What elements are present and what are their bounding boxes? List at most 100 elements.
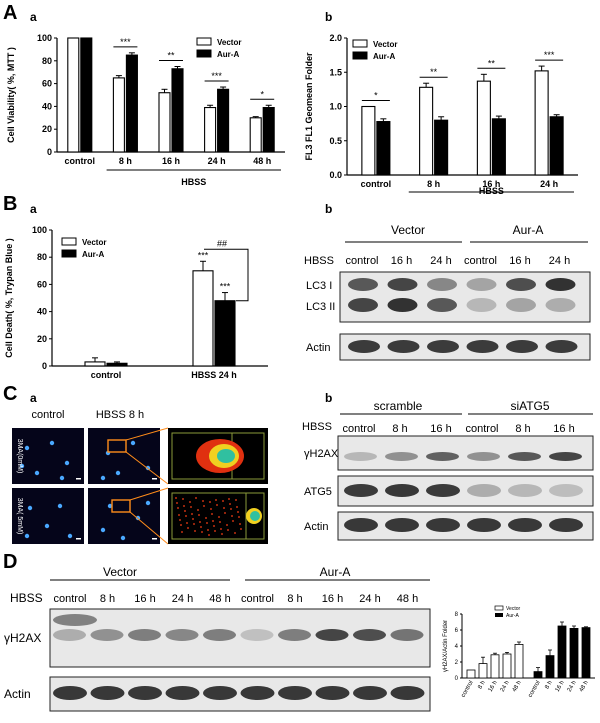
bar-aur-a (557, 625, 567, 679)
comet-tail-dot (201, 531, 203, 533)
band-lc3-ii (545, 298, 576, 312)
micro-row-label: 3MA(0mM) (16, 439, 23, 474)
band-actin (385, 518, 419, 532)
y-tick-label: 4 (455, 644, 459, 650)
y-tick-label: 80 (42, 56, 52, 66)
comet-tail-dot (190, 506, 192, 508)
group-label: scramble (374, 400, 423, 413)
comet-tail-dot (180, 524, 182, 526)
comet-tail-dot (231, 515, 233, 517)
comet-tail-dot (213, 525, 215, 527)
panel-sub-Ca: a (30, 391, 37, 405)
band-atg5 (385, 484, 419, 497)
comet-tail-dot (227, 529, 229, 531)
legend-swatch-vector (352, 39, 368, 48)
bar-vector (192, 270, 214, 367)
panel-sub-Cb: b (325, 391, 333, 405)
panel-letter-C: C (3, 383, 18, 405)
sig-stars: *** (544, 50, 555, 60)
lane-label: 8 h (287, 593, 302, 605)
legend-label-vector: Vector (373, 40, 397, 49)
comet-tail-dot (179, 519, 181, 521)
band-actin (203, 686, 237, 700)
zoom-line (125, 427, 169, 441)
band-actin (390, 686, 425, 700)
cell-nucleus (145, 500, 151, 506)
legend-swatch-aura (495, 613, 503, 617)
comet-tail-dot (214, 530, 216, 532)
cell-nucleus (27, 505, 33, 511)
y-axis-label: FL3 FL1 Geomean Folder (304, 52, 314, 161)
band-h2ax (353, 629, 386, 641)
zoom-line (125, 451, 169, 485)
legend-label-vector: Vector (217, 38, 241, 47)
comet-tail-dot (195, 497, 197, 499)
bar-aur-a (171, 68, 184, 153)
lane-label: 48 h (209, 593, 230, 605)
bar-vector (249, 117, 262, 153)
row-label-lc3-ii: LC3 II (306, 301, 335, 313)
cell-nucleus (64, 460, 70, 466)
zoom-line (129, 487, 169, 501)
x-tick-label: 24 h (500, 680, 511, 693)
scale-bar (152, 538, 157, 540)
cell-nucleus (130, 440, 136, 446)
band-actin (128, 686, 162, 700)
sig-stars: *** (198, 250, 209, 260)
comet-tail-dot (239, 523, 241, 525)
hbss-label: HBSS (304, 255, 334, 267)
comet-box (171, 492, 265, 540)
band-h2ax (426, 452, 459, 461)
lane-label: 16 h (391, 255, 412, 267)
x-tick-label: 24 h (540, 179, 558, 189)
y-axis-label: Cell Viability( %, MTT ) (6, 47, 16, 143)
lane-label: control (465, 423, 498, 435)
x-tick-label: 8 h (544, 680, 553, 690)
comet-tail-dot (218, 516, 220, 518)
x-tick-label: control (65, 156, 96, 166)
lane-label: control (464, 255, 497, 267)
x-tick-label: 8 h (119, 156, 132, 166)
x-tick-label: control (461, 680, 475, 699)
hash-mark: ## (217, 238, 227, 248)
y-tick-label: 2 (455, 660, 459, 666)
band-actin (466, 340, 499, 353)
cell-nucleus (34, 470, 40, 476)
band-h2ax (203, 629, 236, 641)
comet-tail-dot (223, 507, 225, 509)
panel-letter-D: D (3, 551, 18, 573)
legend-swatch-vector (494, 605, 504, 611)
group-label: Vector (391, 223, 425, 237)
comet-tail-dot (209, 501, 211, 503)
row-label-atg5: ATG5 (304, 486, 332, 498)
legend-swatch-aura (61, 249, 77, 258)
bar-vector (502, 653, 512, 679)
bar-aur-a (125, 54, 138, 153)
comet-tail-dot (212, 520, 214, 522)
comet-tail-dot (203, 505, 205, 507)
bar-aur-a (581, 627, 591, 679)
row-label-actin: Actin (304, 521, 328, 533)
cell-nucleus (57, 503, 63, 509)
cell-nucleus (49, 440, 55, 446)
comet-tail-dot (189, 501, 191, 503)
comet-tail-dot (205, 517, 207, 519)
hash-bracket (204, 248, 249, 302)
blot-frame-h2ax (337, 435, 594, 471)
band-lc3-i (506, 278, 536, 291)
group-label: HBSS (181, 177, 206, 187)
comet-tail-dot (210, 508, 212, 510)
micro-col-label: HBSS 8 h (96, 409, 144, 421)
hbss-label: HBSS (302, 421, 332, 433)
band-lc3-i (427, 278, 457, 291)
group-label: siATG5 (510, 400, 549, 413)
band-h2ax (90, 629, 124, 641)
bar-aur-a (549, 116, 564, 176)
band-actin (53, 686, 87, 700)
comet-tail-dot (235, 499, 237, 501)
bar-vector (419, 86, 434, 176)
row-label-actin: Actin (306, 342, 330, 354)
comet-tail-dot (232, 520, 234, 522)
y-tick-label: 6 (455, 628, 459, 634)
group-label: Aur-A (320, 565, 351, 579)
